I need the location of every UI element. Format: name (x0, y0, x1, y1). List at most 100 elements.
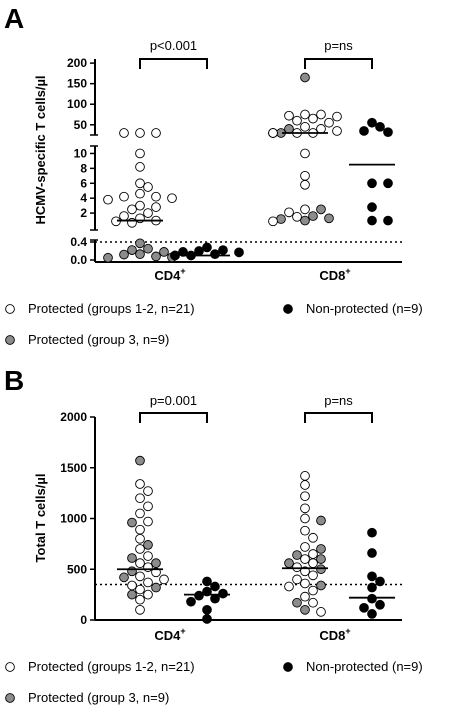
data-point-black (194, 246, 204, 256)
data-point-grey (127, 589, 137, 600)
comparison-bracket (304, 412, 373, 423)
data-point-grey (300, 604, 310, 615)
panel-a-ytick-label: 6 (80, 176, 87, 190)
legend-marker-white (5, 304, 15, 314)
data-point-white (300, 591, 310, 602)
panel-b-ytick-label: 0 (80, 613, 87, 627)
legend-label: Non-protected (n=9) (306, 659, 423, 674)
data-point-white (300, 204, 310, 215)
data-point-white (127, 204, 137, 215)
group-label: CD8+ (319, 626, 350, 643)
data-point-white (300, 525, 310, 536)
data-point-black (210, 249, 220, 260)
panel-a-ytick-label: 100 (67, 97, 87, 111)
data-point-white (127, 580, 137, 591)
data-point-white (316, 124, 326, 134)
data-point-grey (135, 249, 145, 260)
data-point-white (135, 524, 145, 535)
data-point-white (308, 113, 318, 124)
data-point-grey (316, 515, 326, 526)
data-point-white (316, 109, 326, 120)
data-point-white (292, 574, 302, 585)
data-point-black (367, 215, 377, 226)
data-point-black (367, 117, 377, 128)
data-point-black (234, 247, 244, 258)
panel-b-letter: B (4, 365, 24, 396)
data-point-grey (151, 251, 161, 262)
data-point-white (151, 202, 161, 212)
data-point-grey (324, 213, 334, 224)
data-point-white (308, 558, 318, 569)
data-point-white (268, 216, 278, 227)
data-point-black (383, 215, 393, 226)
panel-a-ytick-label: 150 (67, 77, 87, 91)
data-point-white (284, 207, 294, 218)
data-point-black (170, 250, 180, 261)
data-point-white (135, 479, 145, 489)
panel-a-letter: A (4, 3, 24, 34)
panel-b-ytick-label: 500 (67, 562, 87, 576)
legend-marker-grey (5, 335, 15, 345)
data-point-white (308, 585, 318, 596)
data-point-black (210, 593, 220, 604)
data-point-white (268, 128, 278, 138)
data-point-white (135, 148, 145, 159)
panel-b-ylabel: Total T cells/µl (33, 474, 48, 563)
data-point-white (300, 542, 310, 552)
data-point-white (300, 480, 310, 490)
data-point-white (292, 211, 302, 222)
data-point-white (308, 549, 318, 559)
data-point-grey (284, 124, 294, 134)
data-point-grey (127, 553, 137, 563)
data-point-white (151, 191, 161, 202)
group-label: CD8+ (319, 266, 350, 283)
data-point-grey (276, 214, 286, 224)
data-point-white (135, 558, 145, 569)
data-point-grey (151, 582, 161, 593)
legend-label: Protected (group 3, n=9) (28, 332, 169, 347)
data-point-grey (284, 558, 294, 569)
data-point-grey (308, 211, 318, 221)
data-point-grey (127, 245, 137, 255)
legend-label: Protected (group 3, n=9) (28, 690, 169, 705)
data-point-black (375, 576, 385, 587)
data-point-white (135, 584, 145, 595)
comparison-bracket (304, 58, 373, 69)
data-point-black (383, 127, 393, 138)
data-point-grey (300, 72, 310, 83)
data-point-black (375, 599, 385, 610)
data-point-white (119, 191, 129, 202)
panel-a-ytick-label: 4 (80, 191, 87, 205)
data-point-grey (151, 558, 161, 569)
data-point-black (194, 590, 204, 601)
data-point-white (143, 589, 153, 600)
data-point-white (300, 491, 310, 502)
data-point-white (135, 544, 145, 554)
p-value-label: p=ns (324, 393, 353, 408)
panel-a-ylabel: HCMV-specific T cells/µl (33, 75, 48, 224)
data-point-white (119, 211, 129, 221)
data-point-grey (159, 247, 169, 257)
data-point-white (143, 516, 153, 527)
data-point-white (300, 121, 310, 132)
group-label: CD4+ (154, 626, 185, 643)
data-point-white (135, 188, 145, 199)
comparison-bracket (139, 412, 208, 423)
data-point-white (135, 200, 145, 211)
data-point-black (367, 548, 377, 558)
data-point-white (300, 170, 310, 181)
data-point-white (143, 486, 153, 496)
data-point-white (300, 578, 310, 589)
data-point-black (178, 247, 188, 257)
data-point-white (308, 532, 318, 543)
panel-a-ytick-label: 200 (67, 56, 87, 70)
data-point-grey (316, 544, 326, 554)
data-point-white (167, 193, 177, 204)
data-point-black (359, 602, 369, 613)
panel-a-ytick-label: 8 (80, 161, 87, 175)
data-point-white (135, 162, 145, 172)
data-point-black (218, 245, 228, 255)
data-point-grey (103, 252, 113, 263)
